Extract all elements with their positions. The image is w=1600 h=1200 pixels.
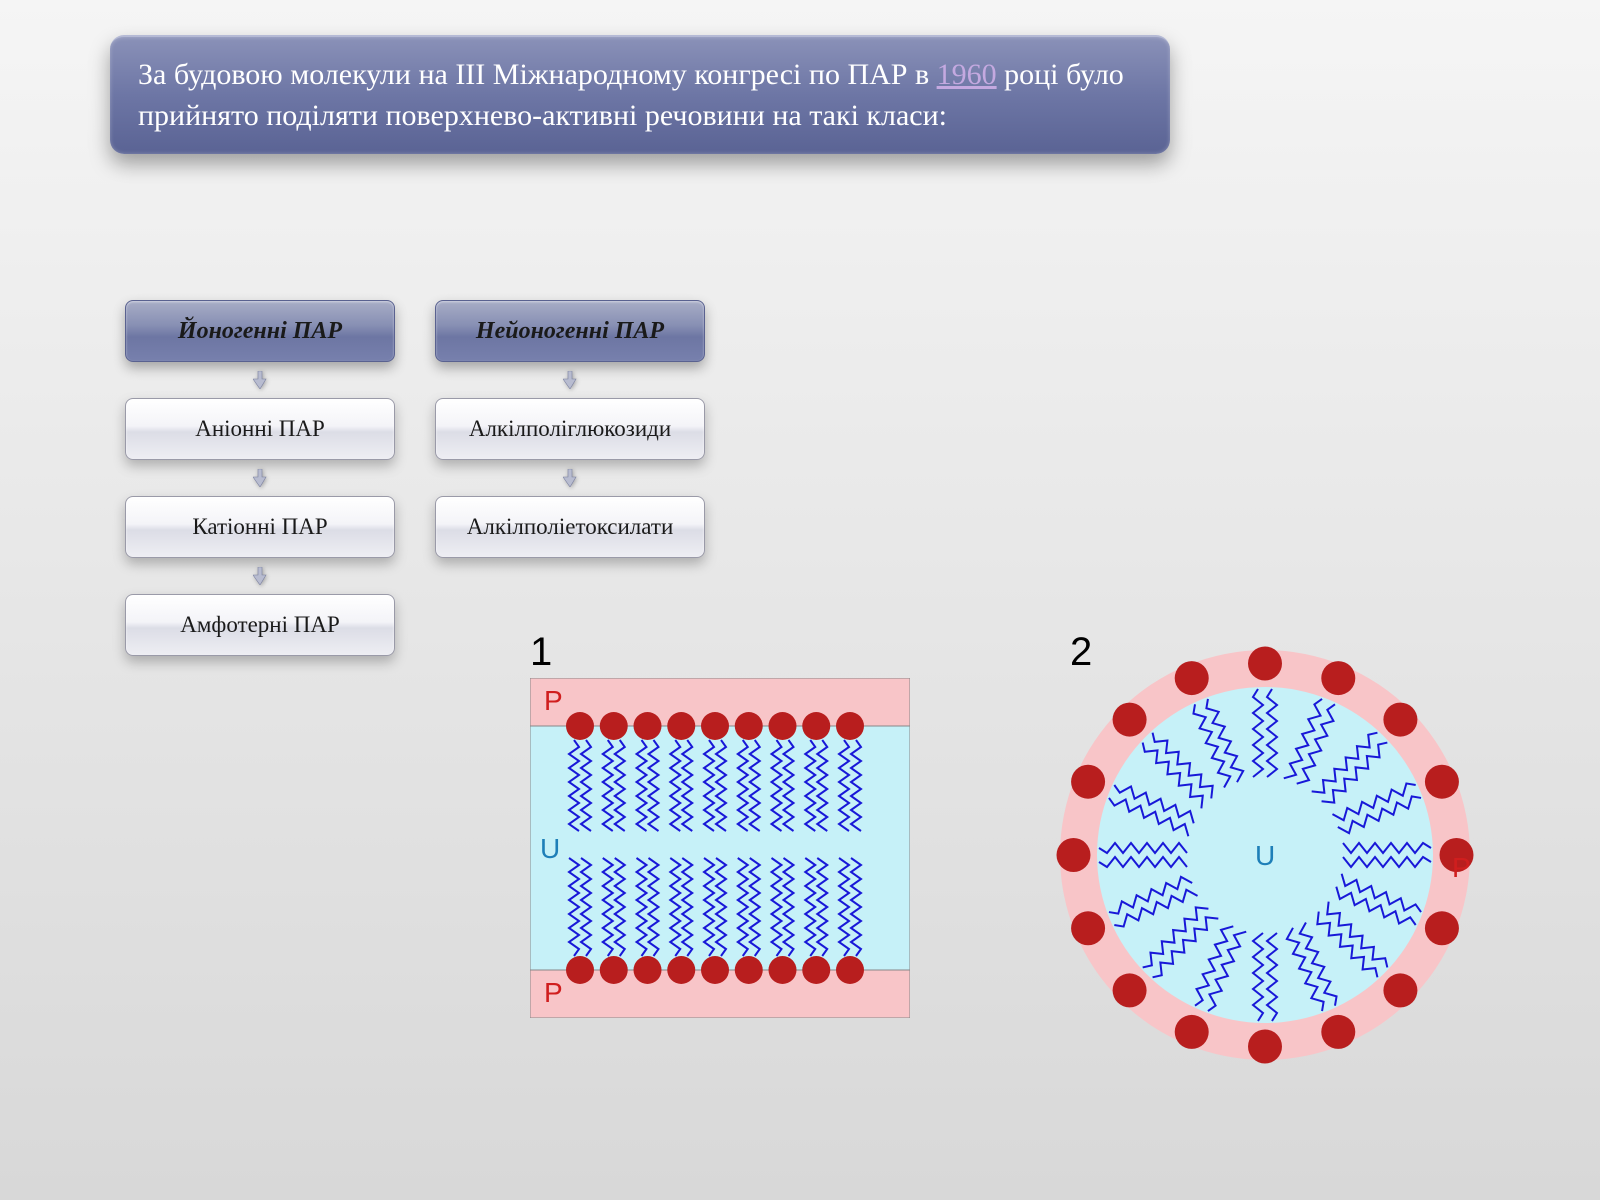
svg-text:U: U — [1255, 840, 1275, 871]
flow-item-alkylpolyethoxylates: Алкілполіетоксилати — [435, 496, 705, 558]
micelle-diagram: UP — [1050, 640, 1480, 1070]
flow-arrow-icon — [252, 564, 268, 588]
flow-arrow-icon — [252, 368, 268, 392]
svg-text:U: U — [540, 833, 560, 864]
svg-text:P: P — [1452, 852, 1471, 883]
flowchart: Йоногенні ПАР Аніонні ПАР Катіонні ПАР А… — [125, 300, 705, 656]
header-text-before: За будовою молекули на III Міжнародному … — [138, 58, 937, 91]
flow-arrow-icon — [252, 466, 268, 490]
flow-header-ionic: Йоногенні ПАР — [125, 300, 395, 362]
flow-column-nonionic: Нейоногенні ПАР Алкілполіглюкозиди Алкіл… — [435, 300, 705, 656]
flow-arrow-icon — [562, 466, 578, 490]
svg-text:P: P — [544, 685, 563, 716]
flow-item-alkylpolyglucosides: Алкілполіглюкозиди — [435, 398, 705, 460]
flow-item-amphoteric: Амфотерні ПАР — [125, 594, 395, 656]
molecule-diagrams: 1 2 PUP UP — [530, 630, 1290, 1090]
flow-column-ionic: Йоногенні ПАР Аніонні ПАР Катіонні ПАР А… — [125, 300, 395, 656]
diagram-label-1: 1 — [530, 630, 552, 675]
flow-item-cationic: Катіонні ПАР — [125, 496, 395, 558]
flow-header-nonionic: Нейоногенні ПАР — [435, 300, 705, 362]
flow-item-anionic: Аніонні ПАР — [125, 398, 395, 460]
year-link[interactable]: 1960 — [937, 58, 997, 91]
flow-arrow-icon — [562, 368, 578, 392]
header-panel: За будовою молекули на III Міжнародному … — [110, 35, 1170, 154]
svg-text:P: P — [544, 977, 563, 1008]
bilayer-diagram: P U P — [530, 678, 910, 1018]
